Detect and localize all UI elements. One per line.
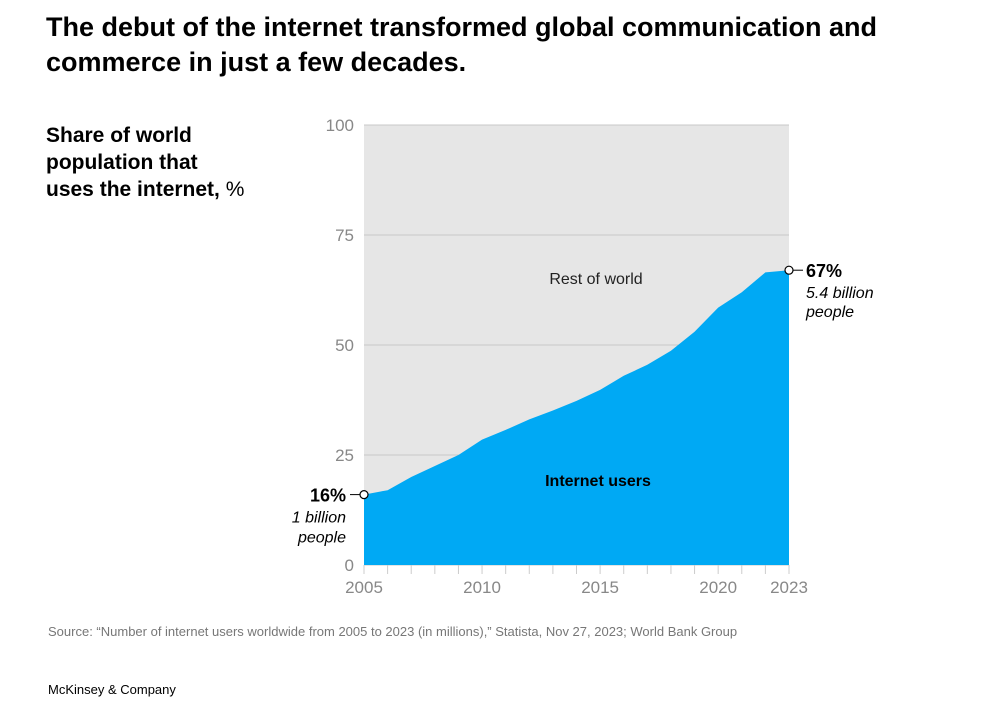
start-annotation-line2: people xyxy=(297,530,346,547)
y-axis-unit: % xyxy=(225,178,245,201)
y-tick-label: 100 xyxy=(326,116,354,135)
x-tick-label: 2005 xyxy=(345,578,383,597)
x-tick-label: 2010 xyxy=(463,578,501,597)
y-tick-label: 50 xyxy=(335,336,354,355)
end-annotation-line2: people xyxy=(805,304,854,321)
source-note: Source: “Number of internet users worldw… xyxy=(48,624,738,639)
series-label: Internet users xyxy=(545,473,651,490)
rest-of-world-label: Rest of world xyxy=(549,271,642,288)
x-tick-label: 2015 xyxy=(581,578,619,597)
internet-users-area xyxy=(364,270,789,565)
brand-logo-text: McKinsey & Company xyxy=(48,682,176,697)
end-point-marker xyxy=(784,265,794,275)
y-axis-label: Share of world population that uses the … xyxy=(46,122,246,203)
y-tick-label: 25 xyxy=(335,446,354,465)
x-tick-label: 2023 xyxy=(770,578,808,597)
start-value-label: 16% xyxy=(310,486,346,506)
end-value-label: 67% xyxy=(806,261,842,281)
start-point-marker xyxy=(359,490,369,500)
chart-title: The debut of the internet transformed gl… xyxy=(46,12,878,77)
end-annotation-line1: 5.4 billion xyxy=(806,285,874,302)
y-tick-label: 0 xyxy=(345,556,354,575)
x-tick-label: 2020 xyxy=(699,578,737,597)
y-tick-label: 75 xyxy=(335,226,354,245)
start-annotation-line1: 1 billion xyxy=(292,510,346,527)
y-axis-label-text: Share of world population that uses the … xyxy=(46,124,220,201)
